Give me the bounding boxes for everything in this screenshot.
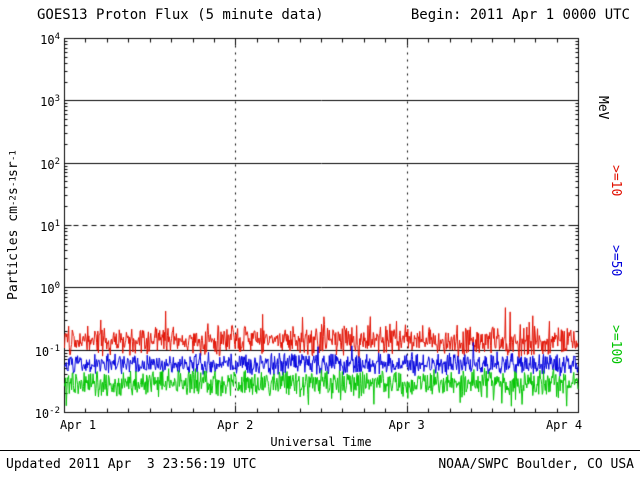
footer-divider — [0, 450, 640, 451]
y-tick-label-10e2: 102 — [40, 156, 60, 172]
source-attribution: NOAA/SWPC Boulder, CO USA — [438, 457, 634, 472]
y-tick-label-10e0: 100 — [40, 281, 60, 297]
legend-ge50-label: >=50 — [608, 245, 623, 277]
y-tick-label-10e4: 104 — [40, 32, 60, 47]
y-tick-label-10e1: 101 — [40, 219, 60, 234]
y-tick-label-10e-2: 10-2 — [34, 406, 60, 421]
updated-timestamp: Updated 2011 Apr 3 23:56:19 UTC — [6, 457, 257, 472]
y-tick-label-10e-1: 10-1 — [34, 343, 60, 359]
x-tick-label-apr-3: Apr 3 — [388, 418, 425, 432]
y-tick-label-10e3: 103 — [40, 94, 60, 110]
x-tick-label-apr-1: Apr 1 — [59, 418, 97, 432]
legend-ge100-label: >=100 — [608, 325, 623, 365]
x-tick-label-apr-4: Apr 4 — [545, 418, 583, 432]
x-tick-label-apr-2: Apr 2 — [217, 418, 254, 432]
y-axis-title: Particles cm -2 s -1 sr -1 — [6, 150, 21, 300]
legend-ge10-label: >=10 — [608, 165, 623, 197]
x-axis-title: Universal Time — [270, 435, 372, 449]
legend-unit-mev: MeV — [595, 96, 610, 120]
